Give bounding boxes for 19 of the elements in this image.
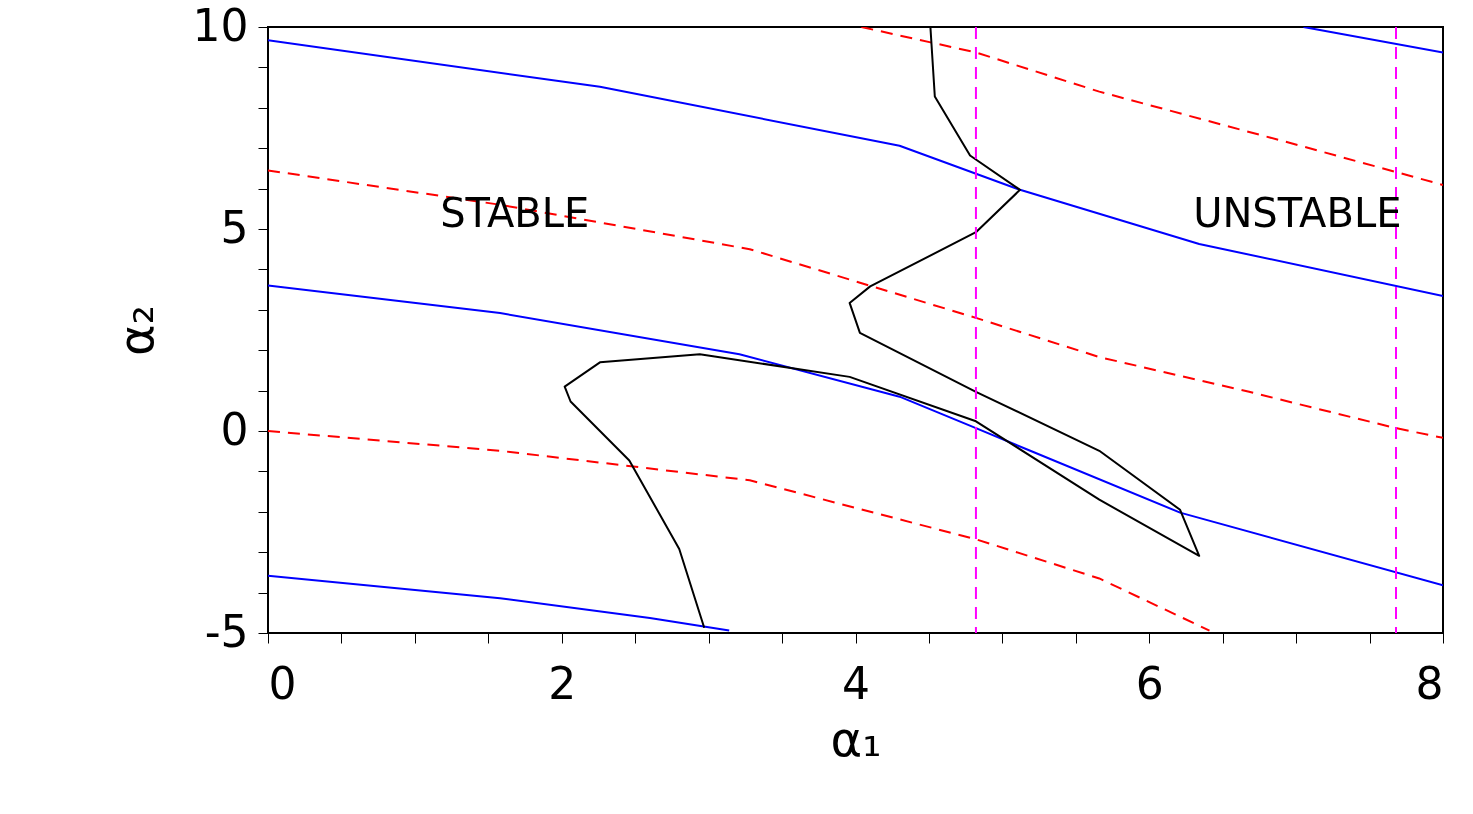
- y-axis-title: α₂: [107, 305, 164, 356]
- y-tick-label: 5: [220, 201, 249, 253]
- x-tick-label: 8: [1415, 657, 1444, 709]
- line-series: [268, 284, 1443, 587]
- annotation: UNSTABLE: [1193, 189, 1402, 236]
- y-tick-label: 0: [220, 403, 249, 455]
- x-tick-label: 2: [548, 657, 577, 709]
- y-tick-label: 10: [192, 0, 249, 51]
- line-series: [860, 27, 1443, 186]
- line-series: [268, 169, 1443, 439]
- x-tick-label: 4: [842, 657, 870, 709]
- x-tick-label: 0: [268, 657, 297, 709]
- line-series: [268, 574, 731, 632]
- x-tick-label: 6: [1135, 657, 1164, 709]
- y-tick-label: -5: [204, 605, 249, 657]
- line-series: [268, 39, 1443, 298]
- x-axis-title: α₁: [830, 710, 882, 767]
- annotation: STABLE: [440, 189, 590, 236]
- line-series: [268, 430, 1211, 632]
